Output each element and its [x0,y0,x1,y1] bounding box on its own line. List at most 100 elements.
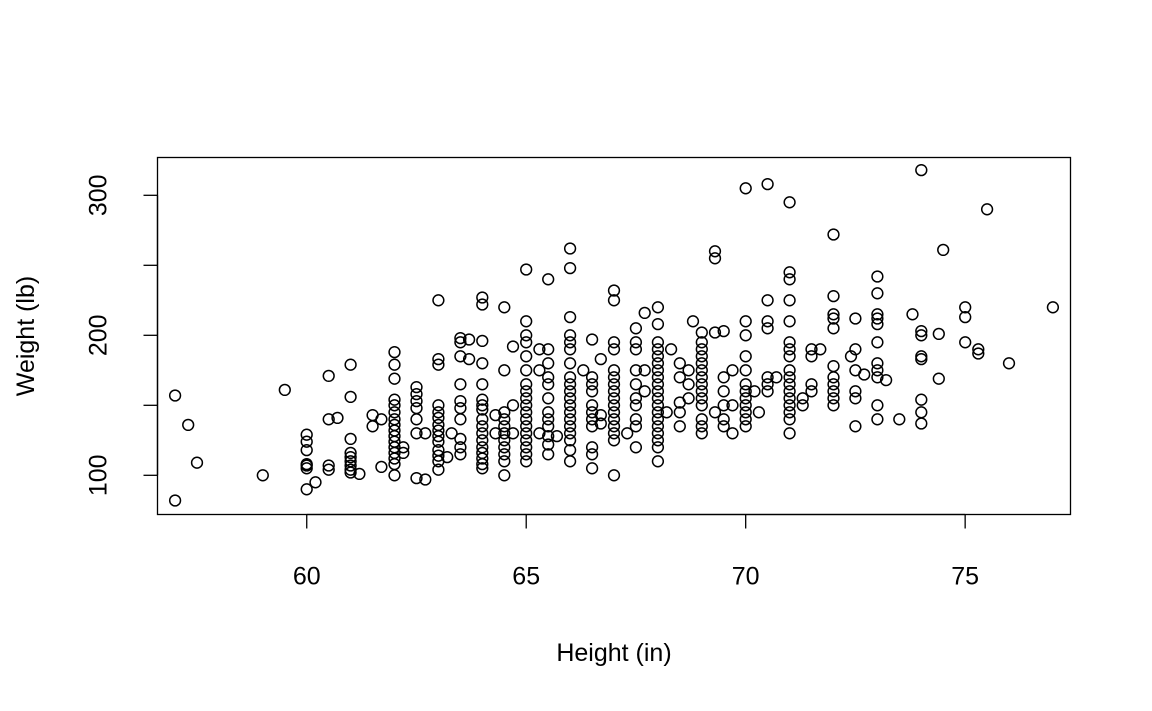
data-point [476,403,489,416]
data-point [585,333,599,346]
data-point [717,420,730,433]
data-point [563,434,577,447]
data-point [651,301,665,314]
data-point [695,427,708,440]
data-point [585,462,599,475]
data-point [462,333,476,346]
data-point [972,347,985,360]
data-point [520,364,533,377]
x-tick-label: 75 [951,563,979,591]
data-point [651,371,665,384]
data-point [879,373,893,387]
data-point [871,317,884,331]
data-point [344,455,357,468]
data-point [520,448,533,461]
data-point [168,389,182,402]
data-point [577,364,590,377]
data-point [805,378,818,391]
data-point [397,446,410,460]
data-point [520,427,533,440]
data-point [498,364,511,377]
data-point [454,448,467,461]
data-point [454,331,467,345]
data-point [498,301,511,314]
data-point [849,385,862,398]
data-point [344,390,357,404]
data-point [783,392,796,405]
data-point [783,336,796,349]
data-point [695,371,708,384]
data-point [915,163,928,177]
data-point [322,413,335,426]
data-point [893,413,906,426]
data-point [454,394,467,408]
data-point [651,413,665,426]
data-point [783,343,796,356]
data-point [871,312,884,325]
data-point [190,456,204,469]
data-point [563,336,577,349]
data-point [660,406,673,419]
data-point [607,385,621,398]
data-point [520,329,533,342]
data-point [563,392,577,405]
data-point [563,399,577,412]
y-tick-label: 300 [85,174,113,216]
data-point [563,310,577,324]
data-point [542,438,555,451]
data-point [726,399,739,412]
data-point [827,385,840,398]
y-tick-label: 100 [85,454,113,496]
data-point [651,434,665,447]
data-point [454,432,467,446]
data-point [827,228,840,241]
data-point [783,399,796,412]
data-point [607,371,621,384]
data-point [827,359,840,373]
data-point [915,417,928,430]
data-point [432,294,445,307]
data-point [708,252,722,265]
data-point [915,393,928,406]
data-point [331,411,344,425]
data-point [388,406,401,419]
data-point [783,406,796,419]
data-point [432,418,445,432]
data-point [388,469,401,482]
data-point [638,306,651,320]
data-point [607,406,621,419]
data-point [388,413,401,426]
data-point [629,378,643,391]
data-point [871,336,884,349]
data-point [498,413,511,426]
data-point [563,443,577,457]
data-point [300,443,313,457]
data-point [476,427,489,440]
data-point [344,358,357,371]
data-point [607,413,621,426]
data-point [849,420,862,433]
data-point [344,432,357,446]
data-point [432,449,445,462]
data-point [607,343,621,356]
data-point [542,273,555,286]
x-axis-label: Height (in) [556,639,671,667]
data-point [454,336,467,349]
data-point [783,196,796,209]
data-point [717,413,730,426]
x-tick-label: 65 [512,563,540,591]
data-point [761,322,774,335]
data-point [520,336,533,349]
data-point [827,392,840,405]
data-point [651,399,665,412]
data-point [695,385,708,398]
data-point [256,469,269,482]
data-point [708,406,722,419]
data-point [673,371,686,384]
data-point [520,385,533,398]
data-point [1046,301,1060,314]
data-point [739,315,752,328]
data-point [915,350,928,363]
data-point [717,324,730,338]
